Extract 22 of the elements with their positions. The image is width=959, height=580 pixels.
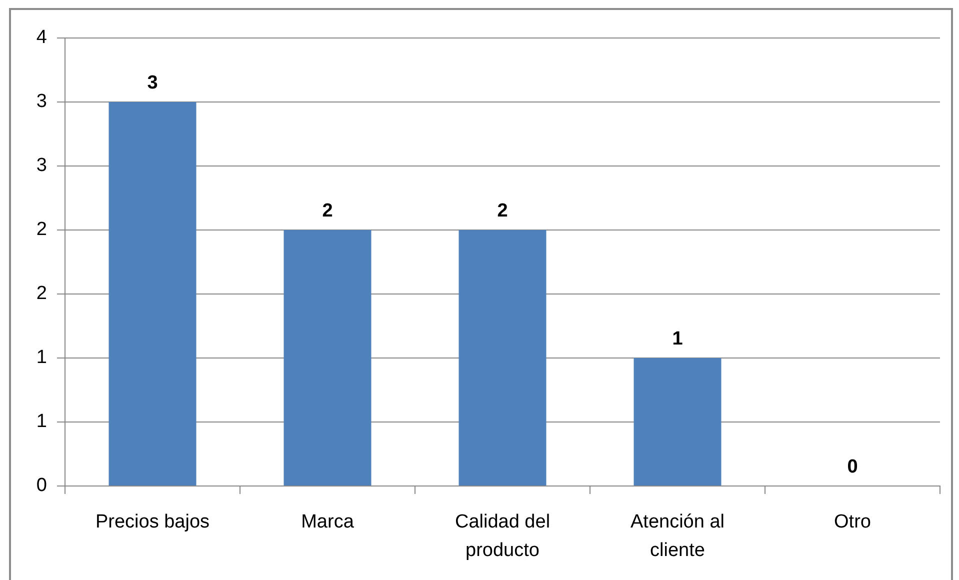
x-tick-label: Atención al cliente — [630, 511, 725, 561]
y-tick-label: 3 — [36, 155, 47, 176]
y-tick-label: 4 — [36, 27, 48, 48]
y-tick-label: 1 — [36, 411, 47, 432]
bar — [634, 358, 722, 486]
x-tick-label: Otro — [834, 511, 871, 532]
data-label: 2 — [322, 200, 333, 222]
y-tick-label: 2 — [36, 219, 47, 240]
data-label: 1 — [672, 328, 684, 350]
x-tick-label: Precios bajos — [95, 511, 210, 532]
y-tick-label: 2 — [36, 283, 47, 304]
y-tick-label: 3 — [36, 91, 47, 112]
data-label: 3 — [147, 72, 158, 94]
y-tick-label: 0 — [36, 475, 47, 496]
x-tick-label: Calidad del producto — [454, 511, 550, 561]
x-tick-label: Marca — [301, 511, 354, 532]
bar — [458, 230, 546, 486]
data-label: 0 — [847, 456, 858, 478]
bar — [284, 230, 372, 486]
data-label: 2 — [497, 200, 508, 222]
y-tick-label: 1 — [36, 347, 47, 368]
bar — [108, 102, 196, 486]
